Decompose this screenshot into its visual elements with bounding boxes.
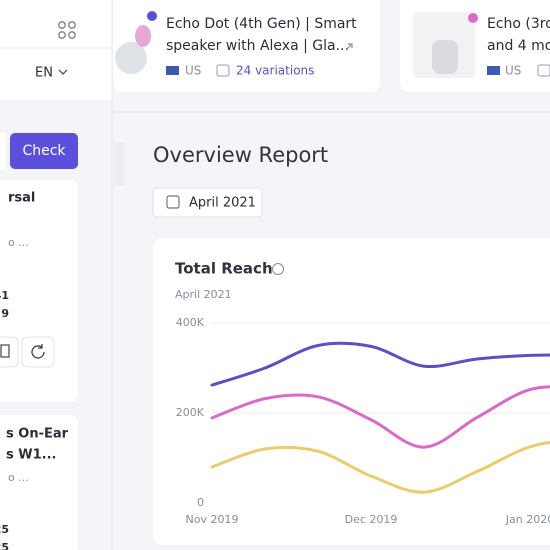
link-icon	[345, 43, 353, 51]
x-tick-label: Nov 2019	[186, 513, 239, 526]
product-title[interactable]: and 4 mo	[487, 38, 550, 54]
variations[interactable]: 24 variations	[236, 64, 314, 78]
delete-button[interactable]	[0, 336, 19, 368]
series-line	[210, 385, 550, 449]
flag	[166, 66, 179, 75]
x-tick-label: Jan 2020	[505, 513, 550, 526]
refresh-button[interactable]	[21, 336, 55, 368]
item-title: rsal	[8, 191, 35, 206]
item-stat: 41	[0, 289, 9, 302]
scrollbar	[114, 143, 124, 185]
item-stat: 25	[0, 523, 9, 536]
variations-icon	[537, 64, 550, 77]
apps-icon[interactable]	[58, 21, 76, 39]
input[interactable]	[0, 133, 6, 169]
product-card[interactable]	[113, 0, 380, 92]
product-image	[115, 42, 147, 74]
info-icon[interactable]	[272, 263, 284, 275]
plot: 0 200K 400K Nov 2019 Dec 2019 Jan 2020	[176, 316, 550, 526]
button-label: Check	[22, 143, 66, 159]
date-filter[interactable]	[152, 187, 263, 218]
result-card[interactable]	[0, 180, 78, 402]
y-tick-label: 0	[197, 496, 204, 509]
status-dot	[468, 13, 478, 23]
refresh-icon	[31, 344, 45, 359]
page-title: Overview Report	[153, 143, 328, 167]
item-stat: 9	[1, 307, 9, 320]
chart-subtitle: April 2021	[175, 288, 232, 301]
item-subtitle: o ...	[8, 471, 29, 484]
product-image	[432, 40, 458, 74]
variations-icon	[216, 64, 230, 77]
sidebar-header	[0, 0, 112, 100]
product-title[interactable]: Echo (3rd	[487, 16, 550, 32]
check-button[interactable]	[10, 133, 78, 169]
trash-icon	[0, 344, 10, 358]
calendar-icon	[166, 195, 180, 209]
status-dot	[147, 11, 157, 21]
chart-title: Total Reach	[175, 260, 273, 278]
item-title: s On-Ear	[6, 427, 69, 442]
item-stat: 25	[0, 541, 9, 550]
country: US	[185, 64, 201, 78]
series-line	[210, 341, 550, 387]
flag	[487, 66, 500, 75]
y-tick-label: 200K	[176, 406, 205, 419]
item-title: s W1...	[6, 448, 56, 463]
product-image	[135, 25, 151, 47]
y-tick-label: 400K	[176, 316, 205, 329]
date-filter-label: April 2021	[189, 196, 256, 211]
item-subtitle: o ...	[8, 236, 29, 249]
product-title[interactable]: Echo Dot (4th Gen) | Smart	[166, 16, 357, 32]
result-card[interactable]	[0, 415, 78, 550]
product-title[interactable]: speaker with Alexa | Gla...	[166, 38, 349, 54]
x-tick-label: Dec 2019	[345, 513, 398, 526]
country: US	[505, 64, 521, 78]
language[interactable]: EN	[35, 66, 53, 81]
chevron	[58, 69, 68, 75]
series-line	[210, 440, 550, 494]
chart-card	[153, 238, 550, 545]
